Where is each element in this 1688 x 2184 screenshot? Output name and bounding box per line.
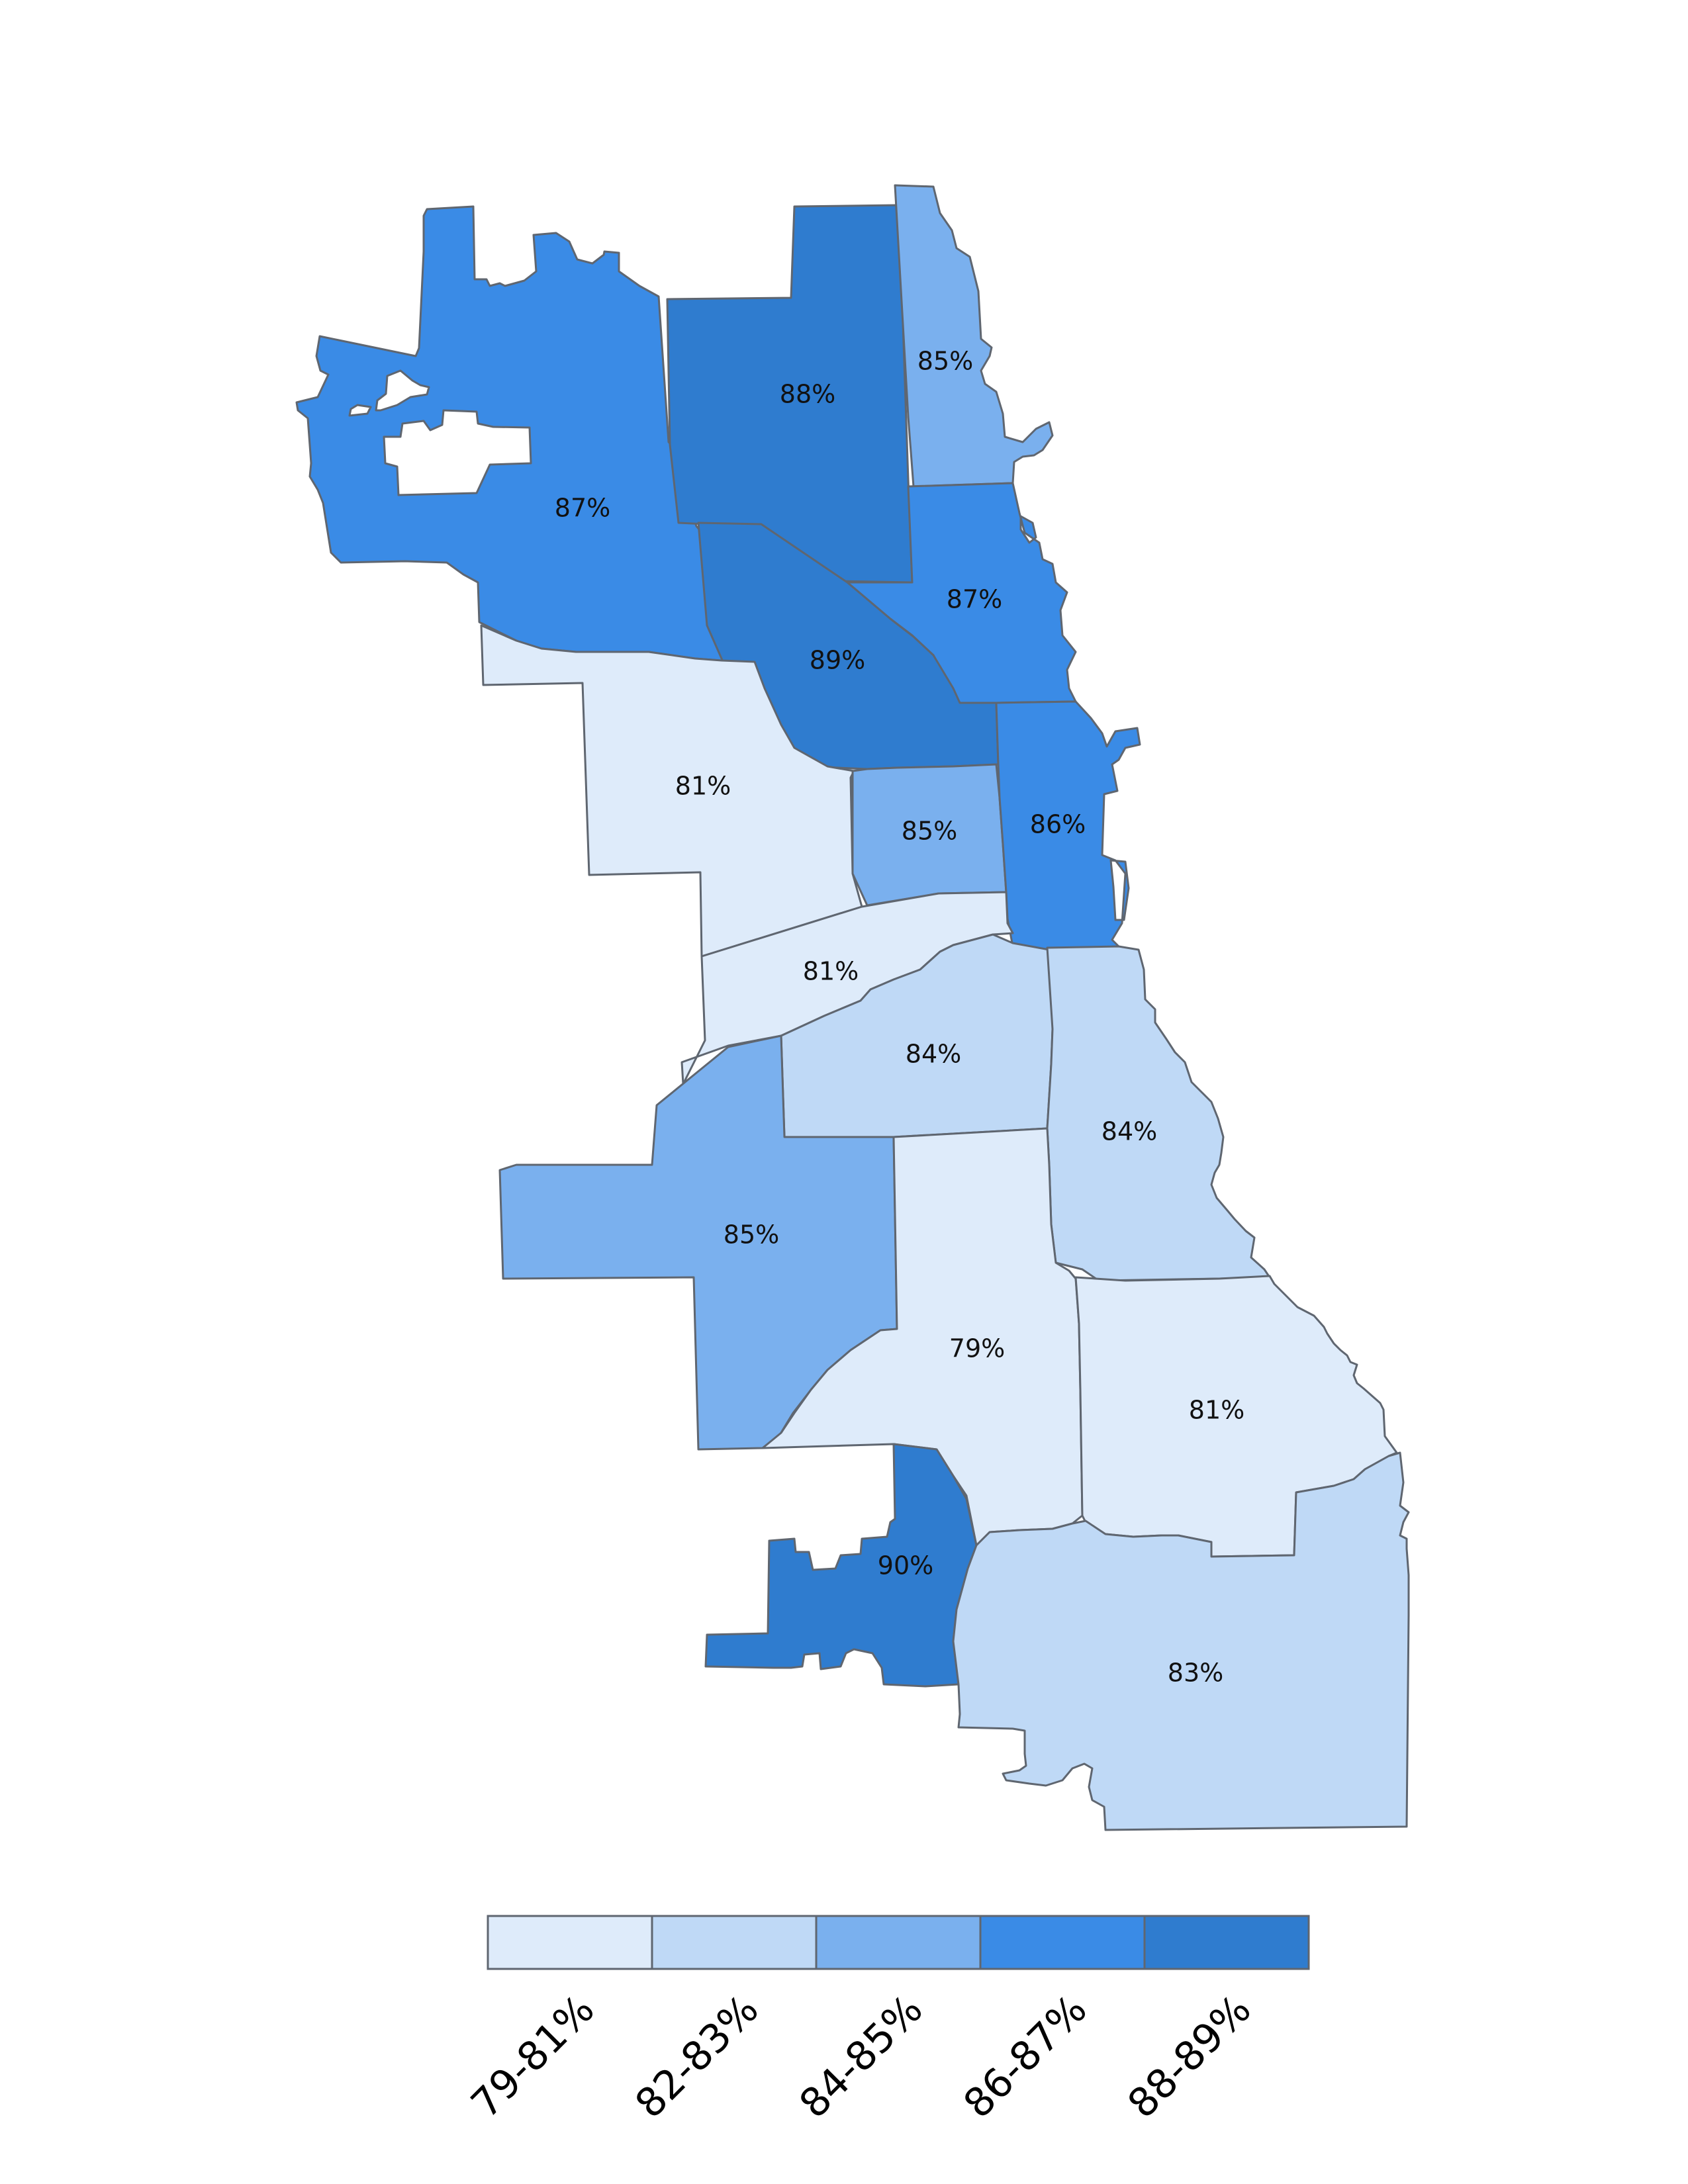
region-label-west: 81% [675, 772, 731, 801]
region-west [480, 624, 863, 958]
region-far-north-lakefront [894, 184, 1054, 488]
legend-label-2: 82-83% [627, 1986, 768, 2127]
region-label-southwest-strip: 81% [803, 957, 859, 986]
region-label-far-southeast: 83% [1168, 1659, 1223, 1688]
region-label-south-lakefront: 84% [1102, 1117, 1157, 1146]
legend: 79-81% 82-83% 84-85% 86-87% 88-89% [463, 1915, 1310, 2127]
region-south-lakefront [1046, 945, 1271, 1282]
legend-swatch-4 [979, 1915, 1146, 1970]
region-label-near-south-central: 84% [906, 1040, 961, 1069]
legend-swatch-5 [1143, 1915, 1310, 1970]
region-label-south-central: 79% [949, 1334, 1005, 1363]
region-label-central-lakefront: 86% [1030, 810, 1086, 839]
legend-swatch-1 [487, 1915, 653, 1970]
region-label-near-west: 85% [902, 817, 957, 846]
legend-swatch-3 [815, 1915, 982, 1970]
legend-label-1: 79-81% [463, 1986, 604, 2127]
region-label-far-north-lakefront: 85% [917, 347, 973, 376]
legend-label-3: 84-85% [791, 1986, 932, 2127]
region-label-north-central: 88% [780, 380, 835, 409]
region-far-southeast [952, 1451, 1410, 1831]
legend-swatch-2 [651, 1915, 818, 1970]
region-label-far-northwest: 87% [555, 494, 610, 523]
map-region-labels: 87% 88% 85% 87% 89% 81% 85% 86% 81% 84% 84% 85% 79% 8… [555, 347, 1244, 1688]
region-label-far-south-pocket: 90% [878, 1551, 933, 1580]
region-far-south-pocket [704, 1443, 978, 1688]
region-label-northwest-diagonal: 89% [810, 646, 865, 675]
map-regions [295, 184, 1410, 1831]
region-label-southeast: 81% [1189, 1396, 1244, 1425]
region-label-far-southwest: 85% [724, 1220, 779, 1250]
region-label-north-lakefront: 87% [947, 585, 1002, 614]
legend-label-5: 88-89% [1119, 1986, 1260, 2127]
legend-label-4: 86-87% [955, 1986, 1096, 2127]
